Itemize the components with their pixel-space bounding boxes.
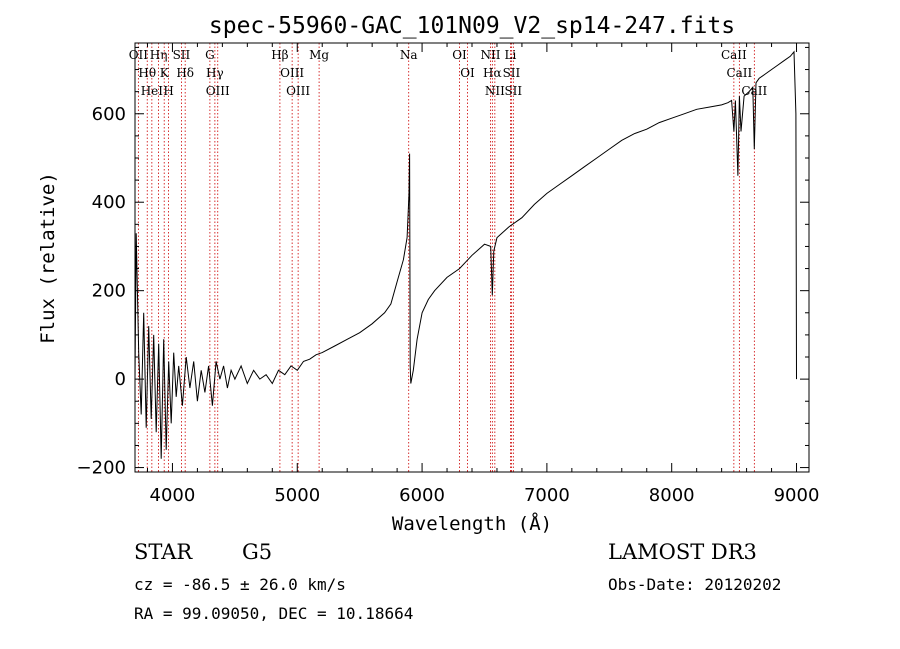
redshift-text: cz = -86.5 ± 26.0 km/s	[134, 575, 346, 594]
line-label-0-0: OII	[129, 48, 149, 62]
line-label-9-0: Hγ	[206, 66, 224, 80]
line-label-10-0: OIII	[206, 84, 230, 98]
line-label-19-0: Hα	[483, 66, 502, 80]
line-label-13-0: OIII	[286, 84, 310, 98]
line-label-8-0: G	[205, 48, 215, 62]
line-label-14-0: Mg	[309, 48, 329, 62]
y-axis-label: Flux (relative)	[37, 172, 59, 344]
x-tick-label-4000: 4000	[150, 485, 196, 506]
survey-name: LAMOST DR3	[608, 540, 757, 564]
object-subclass: G5	[242, 540, 273, 564]
y-tick-label-600: 600	[92, 104, 126, 125]
line-label-7-0: Hδ	[176, 66, 194, 80]
obs-date-text: Obs-Date: 20120202	[608, 575, 782, 594]
line-label-4-0: K	[160, 66, 170, 80]
line-label-20-0: NII	[485, 84, 505, 98]
line-label-22-0: SII	[503, 66, 521, 80]
line-label-3-0: Hη	[150, 48, 168, 62]
x-tick-label-5000: 5000	[274, 485, 320, 506]
flux-series-line	[134, 50, 797, 459]
x-tick-label-6000: 6000	[399, 485, 445, 506]
y-tick-label-400: 400	[92, 192, 126, 213]
line-label-18-0: NII	[480, 48, 500, 62]
coordinates-text: RA = 99.09050, DEC = 10.18664	[134, 604, 414, 623]
line-label-17-0: OI	[460, 66, 475, 80]
line-label-21-0: Li	[505, 48, 517, 62]
axis-ticks-layer: 4000 5000 6000 7000 8000 9000 −200 0 200 400 600	[77, 43, 820, 506]
line-label-6-0: SII	[173, 48, 191, 62]
y-tick-label-200: 200	[92, 281, 126, 302]
line-label-16-0: OI	[452, 48, 467, 62]
line-label-11-0: Hβ	[271, 48, 288, 62]
line-label-26-0: CaII	[741, 84, 767, 98]
chart-title: spec-55960-GAC_101N09_V2_sp14-247.fits	[209, 13, 735, 39]
line-labels-layer: OII Hθ HeI Hη KH SII Hδ G Hγ OIII Hβ OIII OIII Mg Na OI…	[129, 48, 768, 98]
object-class: STAR	[134, 540, 193, 564]
line-label-12-0: OIII	[280, 66, 304, 80]
x-tick-label-8000: 8000	[649, 485, 695, 506]
line-label-24-0: CaII	[721, 48, 747, 62]
y-tick-label-0: 0	[115, 369, 126, 390]
x-tick-label-9000: 9000	[774, 485, 820, 506]
line-label-1-0: Hθ	[138, 66, 156, 80]
line-label-15-0: Na	[400, 48, 418, 62]
y-tick-label--200: −200	[77, 458, 126, 479]
line-label-23-0: SII	[504, 84, 522, 98]
x-axis-label: Wavelength (Å)	[392, 512, 552, 535]
x-tick-label-7000: 7000	[524, 485, 570, 506]
line-label-25-0: CaII	[726, 66, 752, 80]
line-label-5-0: H	[163, 84, 173, 98]
line-markers-layer	[137, 43, 755, 472]
line-label-2-0: HeI	[141, 84, 164, 98]
